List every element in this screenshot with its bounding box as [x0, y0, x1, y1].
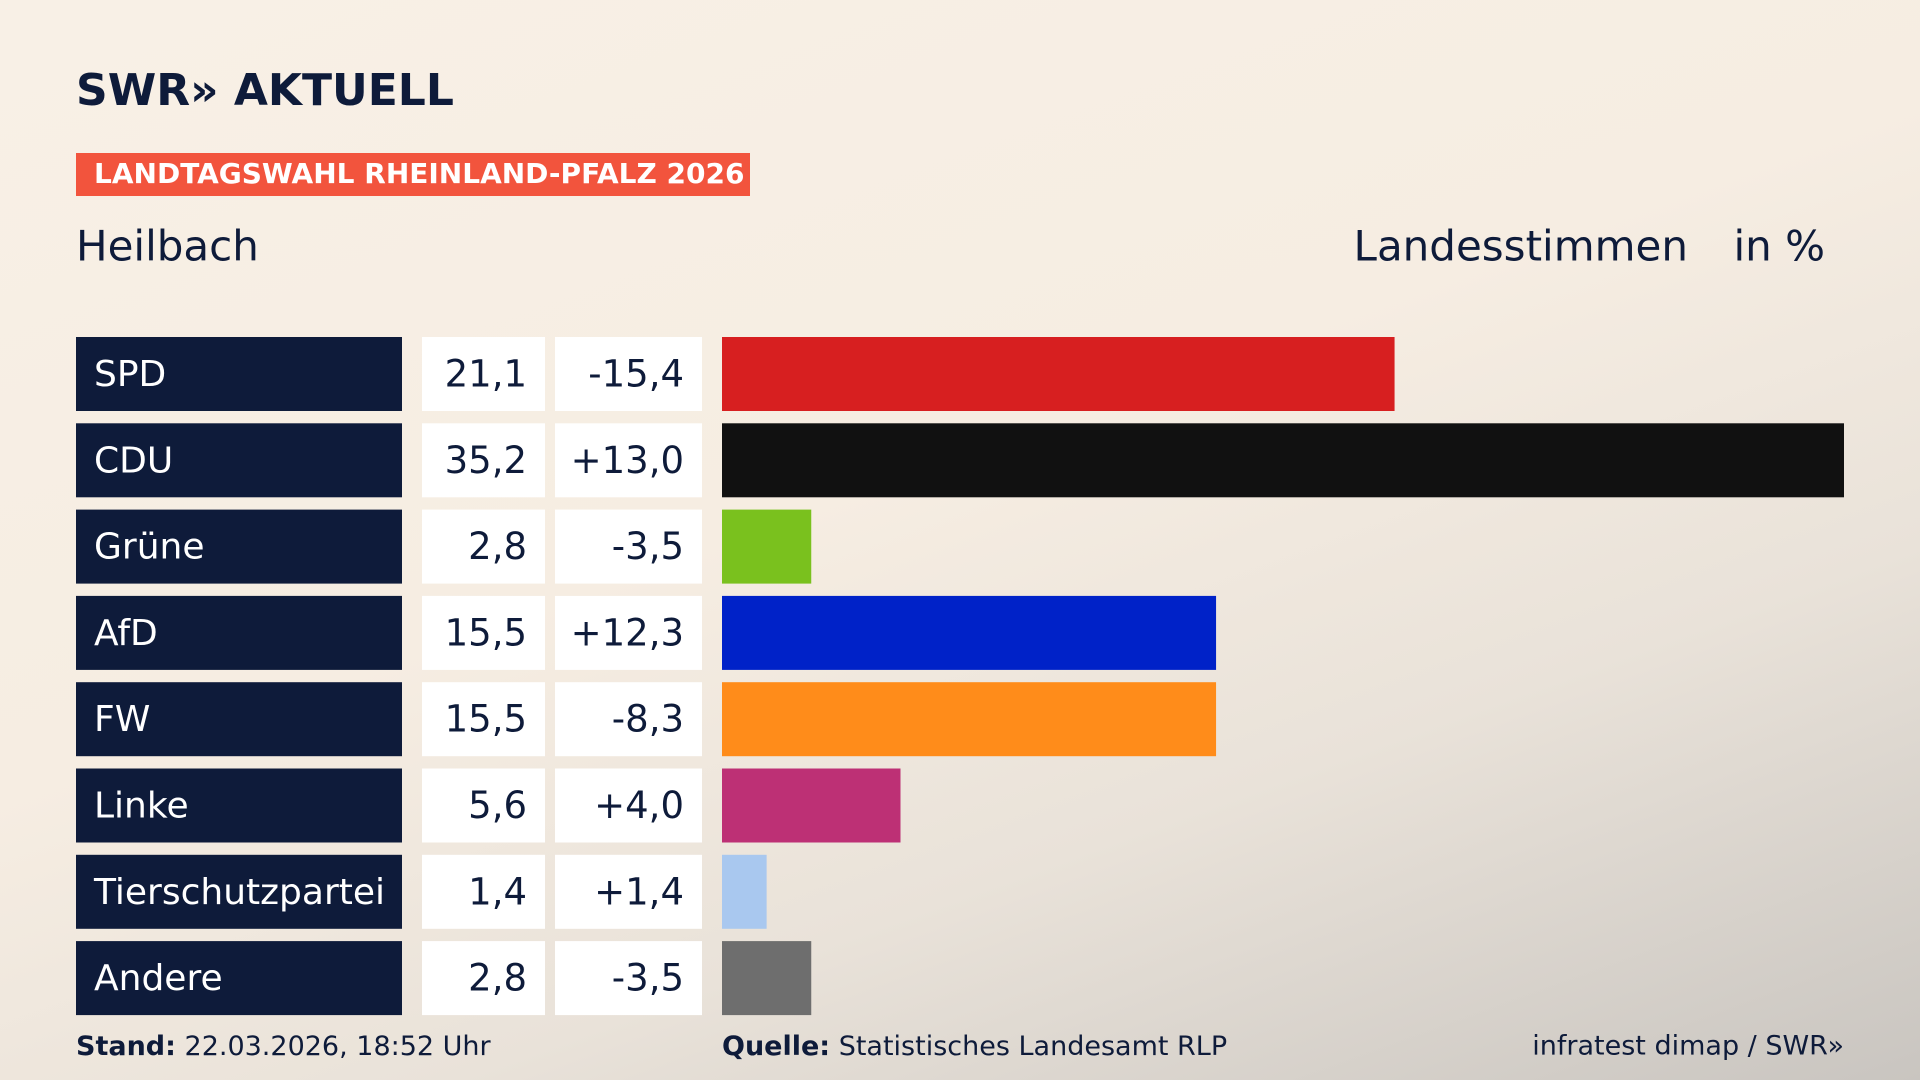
- change-box: [555, 337, 702, 411]
- credit: infratest dimap / SWR»: [1532, 1031, 1844, 1062]
- label-box: [76, 854, 402, 929]
- party-name: Grüne: [94, 527, 204, 568]
- value-box: [422, 941, 545, 1016]
- label-box: [76, 595, 402, 670]
- value-box: [422, 423, 545, 498]
- footer-source: Quelle: Statistisches Landesamt RLP: [722, 1031, 1227, 1062]
- label-box: [76, 768, 402, 843]
- bar: [722, 941, 812, 1016]
- value-label: 15,5: [445, 698, 527, 741]
- party-name: Andere: [94, 958, 223, 999]
- change-box: [555, 595, 702, 670]
- footer-stand: Stand: 22.03.2026, 18:52 Uhr: [76, 1031, 492, 1062]
- bar: [722, 509, 812, 584]
- value-label: 2,8: [468, 957, 527, 1000]
- change-label: +1,4: [594, 870, 684, 913]
- value-label: 35,2: [445, 439, 527, 482]
- value-box: [422, 337, 545, 411]
- change-box: [555, 854, 702, 929]
- value-box: [422, 768, 545, 843]
- change-label: +4,0: [594, 784, 684, 827]
- party-name: Linke: [94, 786, 189, 827]
- value-label: 2,8: [468, 525, 527, 568]
- value-box: [422, 854, 545, 929]
- bar: [722, 337, 1395, 411]
- bar: [722, 423, 1844, 498]
- value-label: 15,5: [445, 611, 527, 654]
- measure: Landesstimmen: [1354, 222, 1688, 271]
- badge-bg: [76, 153, 750, 196]
- value-box: [422, 595, 545, 670]
- source-label: Quelle:: [722, 1031, 830, 1062]
- party-name: SPD: [94, 354, 166, 395]
- change-label: +12,3: [571, 611, 684, 654]
- label-box: [76, 423, 402, 498]
- change-label: -15,4: [588, 353, 684, 396]
- stand: 22.03.2026, 18:52 Uhr: [185, 1031, 492, 1062]
- change-box: [555, 682, 702, 757]
- label-box: [76, 509, 402, 584]
- party-name: FW: [94, 699, 150, 740]
- stand-label: Stand:: [76, 1031, 176, 1062]
- change-box: [555, 423, 702, 498]
- value-label: 5,6: [468, 784, 527, 827]
- value-box: [422, 682, 545, 757]
- bar: [722, 595, 1217, 670]
- change-label: +13,0: [571, 439, 684, 482]
- value-box: [422, 509, 545, 584]
- label-box: [76, 682, 402, 757]
- change-label: -3,5: [612, 957, 684, 1000]
- unit: in %: [1733, 222, 1825, 271]
- chart-title: Heilbach: [76, 222, 259, 271]
- change-label: -3,5: [612, 525, 684, 568]
- party-name: CDU: [94, 440, 173, 481]
- bar: [722, 682, 1217, 757]
- label-box: [76, 941, 402, 1016]
- source: Statistisches Landesamt RLP: [839, 1031, 1227, 1062]
- logo: SWR» AKTUELL: [76, 65, 454, 116]
- change-label: -8,3: [612, 698, 684, 741]
- change-box: [555, 768, 702, 843]
- change-box: [555, 941, 702, 1016]
- bar: [722, 768, 901, 843]
- party-name: Tierschutzpartei: [93, 872, 385, 913]
- badge: LANDTAGSWAHL RHEINLAND-PFALZ 2026: [94, 157, 744, 190]
- value-label: 21,1: [445, 353, 527, 396]
- party-name: AfD: [94, 613, 158, 654]
- value-label: 1,4: [468, 870, 527, 913]
- change-box: [555, 509, 702, 584]
- bar: [722, 854, 767, 929]
- label-box: [76, 337, 402, 411]
